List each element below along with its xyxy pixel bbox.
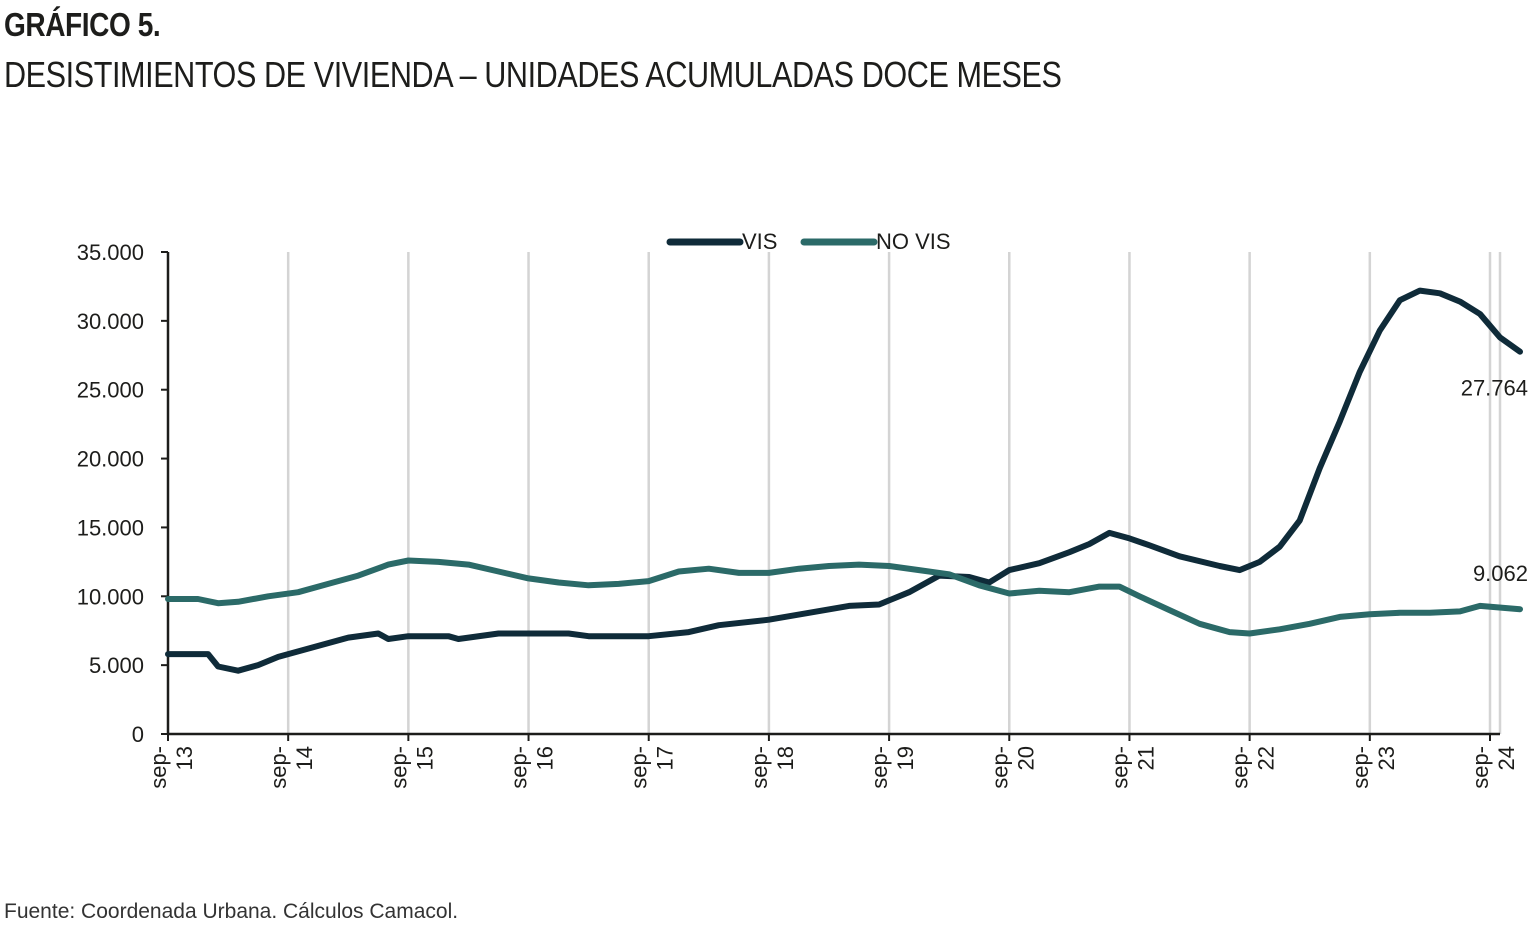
x-tick-label-line2: 16 [533,746,558,770]
y-tick-label: 5.000 [89,653,144,678]
series-line-no-vis [165,557,1523,637]
x-tick-label-line2: 17 [653,746,678,770]
x-tick-label: sep- 15 [386,746,437,789]
figure-label: GRÁFICO 5. [4,6,161,43]
end-label-vis: 27.764 [1461,376,1528,401]
x-tick-label-line2: 13 [172,746,197,770]
x-tick-label-line2: 18 [773,746,798,770]
x-tick-label-line1: sep- [747,746,772,789]
y-tick-label: 30.000 [77,309,144,334]
x-tick-label: sep- 16 [507,746,558,789]
x-tick-label-line2: 19 [893,746,918,770]
x-tick-label-line1: sep- [1348,746,1373,789]
series-lines [165,287,1523,674]
x-tick-label-line2: 15 [412,746,437,770]
x-axis-ticks: sep- 13 sep- 14 sep- 15 sep- 16 sep- 17 sep- 18 sep-… [146,734,1519,789]
x-tick-label-line1: sep- [386,746,411,789]
x-tick-label: sep- 21 [1107,746,1158,789]
x-tick-label-line1: sep- [1228,746,1253,789]
y-tick-label: 0 [132,722,144,747]
x-tick-label-line2: 14 [292,746,317,770]
x-tick-label-line1: sep- [507,746,532,789]
legend: VIS NO VIS [666,229,951,254]
chart-title: DESISTIMIENTOS DE VIVIENDA – UNIDADES AC… [4,54,1062,95]
y-tick-label: 15.000 [77,515,144,540]
axes [166,252,1500,736]
legend-label-no-vis: NO VIS [876,229,951,254]
x-tick-label: sep- 19 [867,746,918,789]
y-axis-ticks: 0 5.000 10.000 15.000 20.000 25.000 30.000 35.0… [77,240,168,747]
x-tick-label: sep- 24 [1468,746,1519,789]
x-tick-label-line2: 20 [1013,746,1038,770]
y-tick-label: 20.000 [77,447,144,472]
y-tick-label: 25.000 [77,378,144,403]
x-tick-label: sep- 14 [266,746,317,789]
grid-lines [286,252,1502,734]
series-line-vis [165,287,1523,674]
x-tick-label-line1: sep- [266,746,291,789]
line-chart: 0 5.000 10.000 15.000 20.000 25.000 30.000 35.0… [77,229,1528,789]
x-tick-label-line2: 24 [1494,746,1519,770]
x-tick-label: sep- 20 [987,746,1038,789]
x-tick-label: sep- 18 [747,746,798,789]
x-tick-label-line1: sep- [627,746,652,789]
x-tick-label: sep- 13 [146,746,197,789]
x-tick-label: sep- 23 [1348,746,1399,789]
x-tick-label: sep- 22 [1228,746,1279,789]
x-tick-label-line1: sep- [146,746,171,789]
x-tick-label-line1: sep- [1107,746,1132,789]
x-tick-label-line2: 22 [1254,746,1279,770]
x-tick-label-line1: sep- [987,746,1012,789]
x-tick-label-line2: 23 [1374,746,1399,770]
source-note: Fuente: Coordenada Urbana. Cálculos Cama… [4,900,459,923]
x-tick-label-line2: 21 [1133,746,1158,770]
x-tick-label-line1: sep- [1468,746,1493,789]
end-labels: 27.764 9.062 [1461,376,1528,587]
end-label-no-vis: 9.062 [1473,561,1528,586]
x-tick-label-line1: sep- [867,746,892,789]
y-tick-label: 10.000 [77,584,144,609]
y-tick-label: 35.000 [77,240,144,265]
legend-label-vis: VIS [742,229,777,254]
x-tick-label: sep- 17 [627,746,678,789]
